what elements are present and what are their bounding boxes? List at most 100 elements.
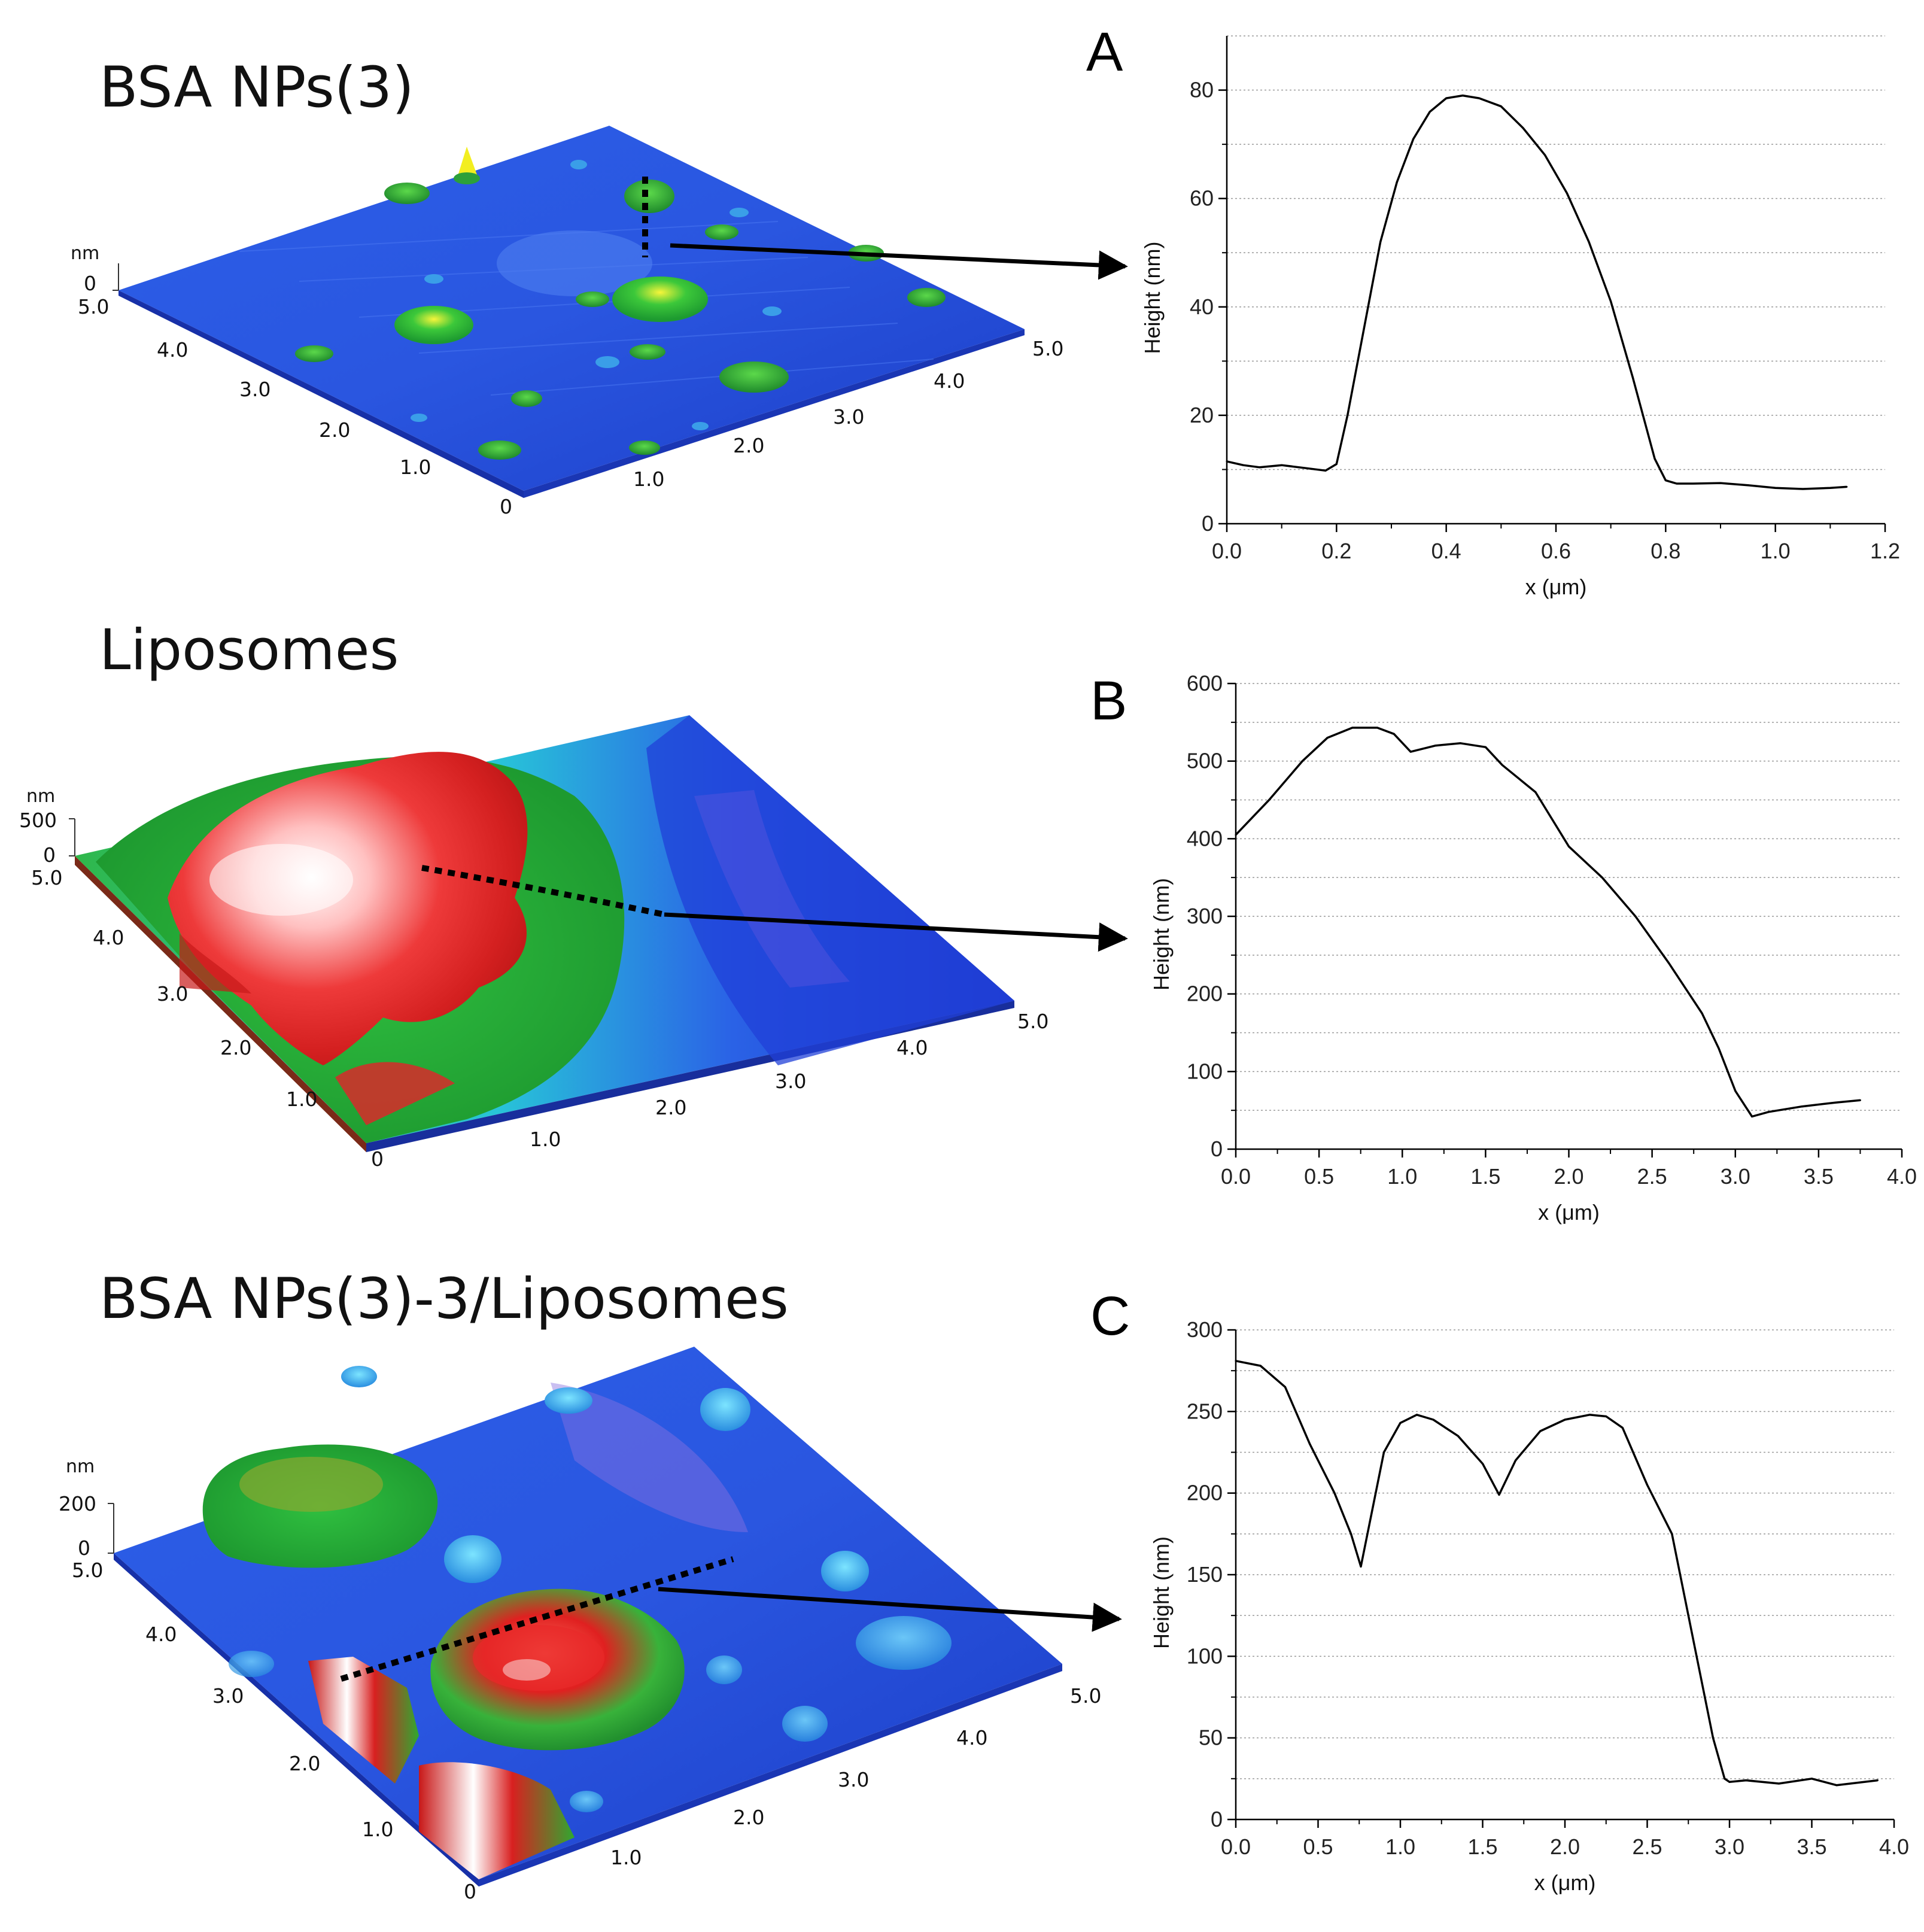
data-point (1335, 463, 1338, 465)
data-point (1811, 1778, 1813, 1780)
data-point (1515, 1459, 1516, 1462)
left-axis-tick: 1.0 (286, 1087, 317, 1111)
afm-bumps (229, 1387, 952, 1812)
right-axis-tick: 3.0 (775, 1070, 806, 1093)
data-point (1500, 105, 1502, 108)
x-tick-label: 3.0 (1715, 1834, 1744, 1859)
x-axis-label: x (μm) (1538, 1200, 1600, 1225)
left-axis-tick: 2.0 (220, 1036, 251, 1059)
z-axis-unit: nm (26, 786, 55, 807)
x-tick-label: 0.5 (1303, 1834, 1333, 1859)
afm-image-bsa-nps: nm 0 5.0 4.0 3.0 2.0 1.0 0 1.0 2.0 3.0 4… (71, 126, 1128, 518)
data-point (1302, 467, 1305, 469)
data-point (1416, 1414, 1418, 1416)
data-point (1646, 1484, 1648, 1486)
data-point (1539, 1430, 1542, 1432)
x-tick-label: 0.6 (1541, 539, 1571, 563)
data-point (1778, 1782, 1780, 1785)
data-point (1588, 241, 1590, 243)
y-tick-label: 300 (1187, 1317, 1223, 1342)
left-axis-tick: 3.0 (157, 982, 188, 1006)
height-profile-chart-a: 0 20 40 60 80 0.0 0.2 0.4 0.6 0.8 1.0 1.2 x (μm) Heig… (1140, 35, 1900, 599)
y-axis-label: Height (nm) (1149, 878, 1174, 991)
right-axis-tick: 2.0 (733, 434, 764, 457)
data-point (1412, 138, 1415, 140)
right-axis-tick: 1.0 (530, 1128, 561, 1151)
data-point (1802, 488, 1804, 490)
data-point (1724, 1778, 1726, 1780)
left-axis-tick: 1.0 (362, 1818, 393, 1841)
left-axis-tick: 2.0 (289, 1752, 320, 1775)
y-axis-label: Height (nm) (1149, 1536, 1174, 1649)
x-tick-label: 2.5 (1632, 1834, 1662, 1859)
data-point (1601, 876, 1603, 879)
right-axis-tick: 5.0 (1017, 1010, 1048, 1033)
right-axis-tick: 1.0 (610, 1846, 642, 1869)
data-point (1301, 760, 1303, 763)
height-profile-chart-c: 0 50 100 150 200 250 300 0.0 0.5 1.0 1.5 2.0 2.5 3.0 3… (1149, 1317, 1909, 1895)
left-axis-tick: 5.0 (72, 1559, 103, 1582)
y-tick-label: 0 (1211, 1807, 1223, 1831)
profile-line (421, 865, 665, 918)
left-axis-tick: 0 (464, 1880, 476, 1903)
data-point (1588, 1414, 1591, 1416)
profile-arrow (664, 912, 1128, 952)
data-point (1393, 733, 1395, 735)
left-axis-tick: 3.0 (212, 1684, 244, 1708)
left-axis-tick: 5.0 (78, 295, 109, 318)
data-point (1718, 1047, 1720, 1049)
afm-edge-feature (419, 1762, 575, 1879)
title-bsa-liposomes: BSA NPs(3)-3/Liposomes (99, 1266, 789, 1332)
data-point (1324, 469, 1327, 472)
right-axis-tick: 3.0 (838, 1768, 869, 1791)
data-point (1774, 487, 1777, 489)
y-tick-label: 300 (1187, 904, 1223, 928)
data-point (1610, 300, 1612, 303)
data-point (1333, 1492, 1336, 1494)
data-point (1268, 799, 1270, 801)
title-liposomes: Liposomes (99, 618, 399, 683)
afm-highlight (503, 1659, 551, 1681)
data-point (1461, 95, 1464, 97)
data-point (1399, 1421, 1402, 1424)
afm-cyan-bump (341, 1366, 377, 1387)
data-point (1281, 464, 1283, 466)
afm-red-ridge (335, 1062, 455, 1125)
right-axis-tick: 5.0 (1032, 337, 1063, 360)
data-point (1654, 457, 1656, 460)
data-point (1564, 1418, 1566, 1421)
series-line (1226, 94, 1847, 490)
x-tick-label: 1.2 (1870, 539, 1900, 563)
data-point (1747, 484, 1749, 487)
x-tick-label: 1.5 (1467, 1834, 1497, 1859)
data-point (1745, 1779, 1747, 1782)
data-point (1226, 460, 1228, 463)
afm-bright-area (497, 230, 652, 296)
y-tick-label: 200 (1187, 982, 1223, 1006)
data-point (1631, 376, 1634, 378)
afm-peak-highlight (209, 844, 353, 916)
left-axis-tick: 1.0 (400, 455, 431, 479)
data-point (1379, 241, 1382, 243)
data-point (1834, 1101, 1837, 1104)
afm-surface-edge (75, 856, 366, 1152)
data-point (1728, 1781, 1731, 1783)
data-point (1801, 1105, 1803, 1108)
x-axis-label: x (μm) (1525, 575, 1587, 599)
profile-arrow (670, 243, 1128, 280)
data-point (1347, 414, 1349, 417)
left-axis-tick: 4.0 (93, 926, 124, 949)
data-point (1242, 464, 1244, 466)
data-point (1478, 97, 1481, 99)
afm-red-top (473, 1625, 604, 1691)
z-axis-tick: 0 (84, 272, 96, 295)
panel-letter-c: C (1090, 1286, 1130, 1347)
data-point (1350, 1533, 1352, 1535)
data-point (1363, 327, 1365, 330)
data-point (1376, 727, 1379, 729)
left-axis-tick: 4.0 (145, 1623, 177, 1646)
right-axis-tick: 3.0 (833, 405, 864, 429)
data-point (1719, 482, 1722, 484)
x-tick-label: 4.0 (1879, 1834, 1909, 1859)
